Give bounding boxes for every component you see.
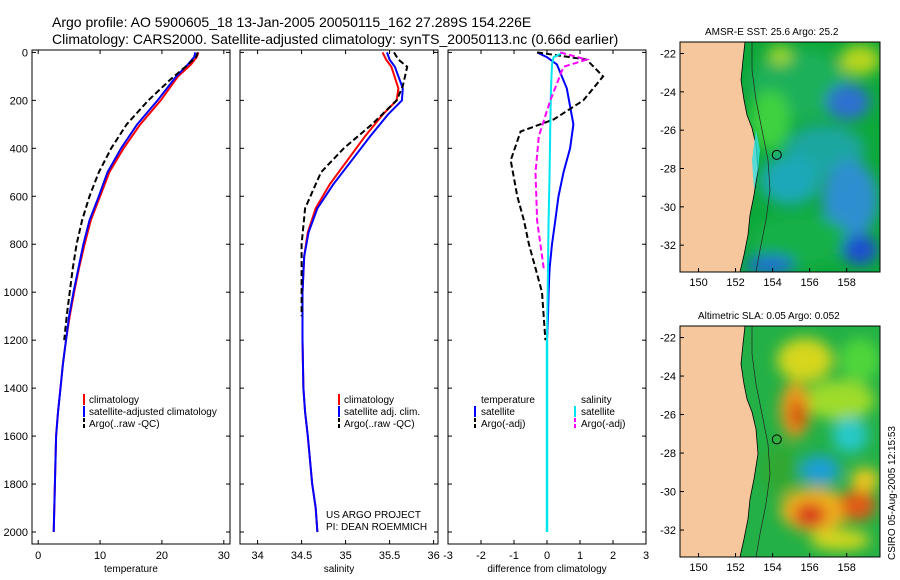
series-salinity-argo-adj- <box>534 51 591 269</box>
series-satellite-adjusted-climatology <box>52 52 197 533</box>
lat-tick-label: -28 <box>660 164 676 176</box>
lat-tick-label: -26 <box>660 125 676 137</box>
sst-map-axes: 150 152 154 156 158 -22 -24 -26 -28 -30 -32 <box>660 49 856 290</box>
lon-tick-label: 158 <box>837 562 855 574</box>
lon-tick-label: 152 <box>726 562 744 574</box>
x-tick-label: 34 <box>251 550 263 562</box>
salinity-chart: 34 34.5 35 35.5 36 salinity <box>240 50 440 575</box>
lon-tick-label: 158 <box>837 277 855 289</box>
lon-tick-label: 150 <box>689 562 707 574</box>
legend-temp-argo-label: Argo(-adj) <box>481 419 525 430</box>
legend-sal-argo-label: Argo(-adj) <box>581 419 625 430</box>
lon-tick-label: 150 <box>689 277 707 289</box>
legend-temperature-title: temperature <box>481 395 535 406</box>
series-climatology <box>301 51 400 533</box>
x-tick-label: 36 <box>427 550 439 562</box>
temperature-chart: 0 10 20 30 0 200 400 600 800 1000 1200 1400 1600 1800… <box>4 47 230 575</box>
x-axis-label: salinity <box>324 564 355 575</box>
series-temperature-argo-adj- <box>509 51 605 341</box>
lat-tick-label: -26 <box>660 410 676 422</box>
y-tick-label: 1600 <box>4 431 28 443</box>
lat-tick-label: -32 <box>660 525 676 537</box>
y-tick-label: 400 <box>10 143 28 155</box>
y-tick-label: 0 <box>22 47 28 59</box>
lat-tick-label: -28 <box>660 448 676 460</box>
lon-tick-label: 154 <box>763 277 781 289</box>
legend-temp-satellite-label: satellite <box>481 407 515 418</box>
x-tick-label: 35.5 <box>379 550 400 562</box>
salinity-legend: climatology satellite adj. clim. Argo(..… <box>326 394 427 533</box>
series-argo-raw-qc- <box>300 51 409 317</box>
lon-tick-label: 156 <box>800 277 818 289</box>
legend-satellite-label: satellite-adjusted climatology <box>89 407 217 418</box>
y-tick-label: 1400 <box>4 383 28 395</box>
title-line-2: Climatology: CARS2000. Satellite-adjuste… <box>52 31 618 47</box>
legend-argo-label: Argo(..raw -QC) <box>89 419 160 430</box>
x-tick-label: 30 <box>218 550 230 562</box>
legend-climatology-label: climatology <box>89 395 139 406</box>
x-tick-label: 2 <box>610 550 616 562</box>
pi-annotation: PI: DEAN ROEMMICH <box>326 522 427 533</box>
lat-tick-label: -22 <box>660 49 676 61</box>
legend-argo-label: Argo(..raw -QC) <box>344 419 415 430</box>
title-line-1: Argo profile: AO 5900605_18 13-Jan-2005 … <box>52 14 531 30</box>
sla-map-image <box>680 326 880 557</box>
x-tick-label: -2 <box>476 550 486 562</box>
lat-tick-label: -30 <box>660 202 676 214</box>
x-tick-label: -1 <box>509 550 519 562</box>
series-argo-raw-qc- <box>63 52 199 341</box>
y-tick-label: 200 <box>10 95 28 107</box>
difference-legend: temperature satellite Argo(-adj) salinit… <box>474 395 625 430</box>
lon-tick-label: 152 <box>726 277 744 289</box>
x-axis-label: difference from climatology <box>487 564 606 575</box>
lat-tick-label: -32 <box>660 240 676 252</box>
y-tick-label: 2000 <box>4 527 28 539</box>
y-tick-label: 1200 <box>4 335 28 347</box>
temperature-panel-frame <box>31 49 231 545</box>
legend-salinity-title: salinity <box>581 395 612 406</box>
legend-clim-label: climatology <box>344 395 394 406</box>
project-annotation: US ARGO PROJECT <box>326 510 421 521</box>
sla-land-mass <box>680 326 759 557</box>
x-tick-label: 10 <box>94 550 106 562</box>
timestamp-stamp: CSIRO 05-Aug-2005 12:15:53 <box>887 426 898 560</box>
x-tick-label: 35 <box>339 550 351 562</box>
y-tick-label: 600 <box>10 191 28 203</box>
legend-sal-satellite-label: satellite <box>581 407 615 418</box>
lat-tick-label: -30 <box>660 487 676 499</box>
sst-map-image <box>680 42 880 272</box>
sst-float-marker <box>771 149 782 160</box>
lon-tick-label: 154 <box>763 562 781 574</box>
lat-tick-label: -24 <box>660 371 676 383</box>
sla-map-title: Altimetric SLA: 0.05 Argo: 0.052 <box>698 311 840 322</box>
legend-sat-label: satellite adj. clim. <box>344 407 420 418</box>
x-tick-label: 20 <box>156 550 168 562</box>
lon-tick-label: 156 <box>800 562 818 574</box>
x-tick-label: 3 <box>643 550 649 562</box>
lat-tick-label: -24 <box>660 87 676 99</box>
x-tick-label: -3 <box>443 550 453 562</box>
salinity-panel-frame <box>239 49 439 545</box>
x-tick-label: 0 <box>544 550 550 562</box>
sla-map-axes: 150 152 154 156 158 -22 -24 -26 -28 -30 -32 <box>660 333 856 574</box>
y-tick-label: 800 <box>10 239 28 251</box>
sla-float-marker <box>771 434 782 445</box>
y-tick-label: 1000 <box>4 287 28 299</box>
sst-map-title: AMSR-E SST: 25.6 Argo: 25.2 <box>705 27 839 38</box>
x-tick-label: 0 <box>35 550 41 562</box>
y-tick-label: 1800 <box>4 479 28 491</box>
lat-tick-label: -22 <box>660 333 676 345</box>
series-salinity-satellite <box>546 51 564 532</box>
x-tick-label: 1 <box>577 550 583 562</box>
x-tick-label: 34.5 <box>291 550 312 562</box>
difference-chart: -3 -2 -1 0 1 2 3 difference from climatology <box>443 50 649 575</box>
series-satellite-adj-clim- <box>301 52 404 533</box>
temperature-legend: climatology satellite-adjusted climatolo… <box>83 394 217 430</box>
x-axis-label: temperature <box>104 564 158 575</box>
